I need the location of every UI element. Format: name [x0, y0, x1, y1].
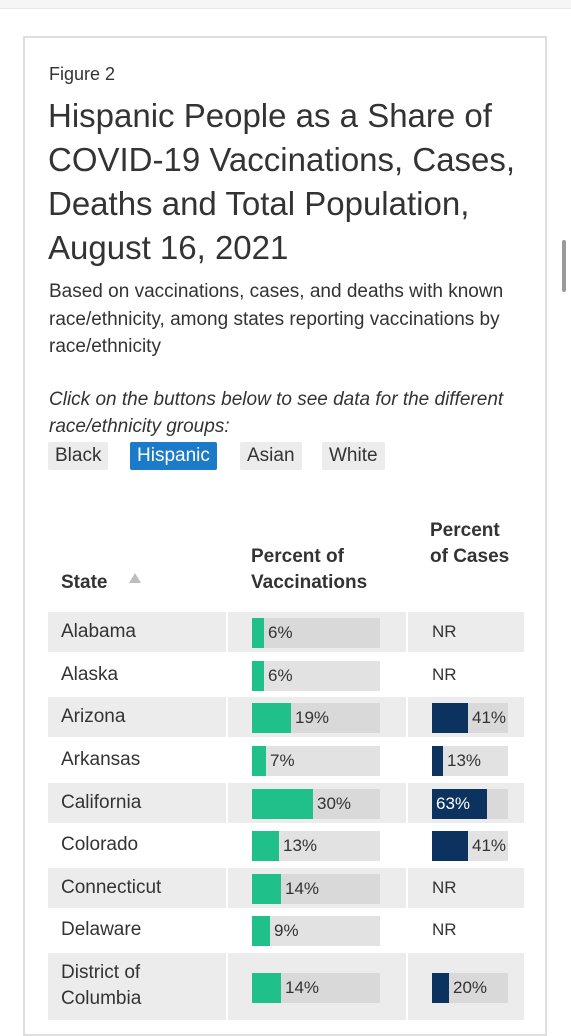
hispanic-button[interactable]: Hispanic: [130, 442, 217, 470]
cases-cell: NR: [408, 868, 524, 908]
not-reported-label: NR: [432, 878, 457, 897]
vaccination-label: 9%: [274, 921, 299, 940]
asian-button[interactable]: Asian: [240, 442, 302, 470]
state-name: Alaska: [61, 664, 119, 685]
vaccination-bar: [252, 661, 264, 691]
vaccination-bar-track: 13%: [252, 831, 380, 861]
vaccination-cell: 30%: [228, 783, 406, 823]
vaccination-label: 19%: [295, 708, 330, 727]
cases-bar-track: 20%: [432, 972, 508, 1003]
state-name: Delaware: [61, 919, 142, 940]
cases-cell: 41%: [408, 697, 524, 737]
cases-bar: [432, 789, 487, 819]
vaccination-cell: 7%: [228, 740, 406, 780]
instructions-text: Click on the buttons below to see data f…: [49, 389, 504, 437]
figure-title: Hispanic People as a Share of COVID-19 V…: [48, 97, 516, 266]
cases-bar: [432, 703, 468, 733]
scroll-indicator[interactable]: [562, 240, 566, 292]
cases-cell: NR: [408, 612, 524, 652]
vaccination-bar: [252, 874, 281, 904]
vaccination-bar: [252, 916, 270, 946]
vaccination-bar: [252, 746, 266, 776]
vaccination-cell: 19%: [228, 697, 406, 737]
cases-bar-track: 63%: [432, 789, 508, 819]
state-name: Alabama: [61, 621, 136, 642]
vaccination-bar-track: 9%: [252, 916, 380, 946]
cases-bar: [432, 972, 449, 1003]
vaccination-bar-track: 19%: [252, 703, 380, 733]
cases-label: 13%: [447, 751, 482, 770]
vaccination-cell: 9%: [228, 910, 406, 950]
cases-bar: [432, 746, 443, 776]
figure-subtitle: Based on vaccinations, cases, and deaths…: [49, 281, 504, 357]
state-cell: Alaska: [48, 655, 226, 695]
vaccination-cell: 6%: [228, 655, 406, 695]
cases-cell: 13%: [408, 740, 524, 780]
cases-bar-track: 41%: [432, 831, 508, 861]
browser-top-bar: [0, 0, 571, 9]
vaccination-label: 13%: [283, 836, 318, 855]
column-header-vaccinations[interactable]: Percent of Vaccinations: [251, 546, 368, 593]
state-name: District of Columbia: [61, 962, 142, 1009]
state-cell: Arizona: [48, 697, 226, 737]
cases-label: 41%: [472, 836, 507, 855]
cases-bar-track: 13%: [432, 746, 508, 776]
state-name: Colorado: [61, 834, 139, 855]
vaccination-bar: [252, 789, 313, 819]
cases-cell: 20%: [408, 953, 524, 1020]
state-cell: Connecticut: [48, 868, 226, 908]
vaccination-bar-track: 6%: [252, 618, 380, 648]
column-header-state[interactable]: State: [61, 572, 108, 593]
vaccination-label: 14%: [285, 977, 320, 997]
not-reported-label: NR: [432, 920, 457, 939]
vaccination-bar-track: 30%: [252, 789, 380, 819]
vaccination-label: 6%: [268, 623, 293, 642]
vaccination-bar-track: 14%: [252, 874, 380, 904]
state-cell: Alabama: [48, 612, 226, 652]
vaccination-cell: 6%: [228, 612, 406, 652]
vaccination-bar: [252, 703, 291, 733]
cases-cell: 41%: [408, 825, 524, 865]
vaccination-bar-track: 14%: [252, 972, 380, 1003]
vaccination-label: 14%: [285, 879, 320, 898]
cases-cell: NR: [408, 655, 524, 695]
state-name: Arkansas: [61, 749, 141, 770]
cases-cell: NR: [408, 910, 524, 950]
sort-ascending-icon[interactable]: [129, 573, 141, 583]
vaccination-label: 30%: [317, 794, 352, 813]
cases-bar-track: 41%: [432, 703, 508, 733]
vaccination-label: 7%: [270, 751, 295, 770]
vaccination-cell: 14%: [228, 868, 406, 908]
cases-cell: 63%: [408, 783, 524, 823]
vaccination-label: 6%: [268, 666, 293, 685]
cases-label: 41%: [472, 708, 507, 727]
state-cell: Delaware: [48, 910, 226, 950]
vaccination-bar-track: 6%: [252, 661, 380, 691]
black-button[interactable]: Black: [48, 442, 109, 470]
state-cell: Colorado: [48, 825, 226, 865]
column-header-cases[interactable]: Percent of Cases: [430, 520, 510, 567]
state-cell: Arkansas: [48, 740, 226, 780]
vaccination-cell: 14%: [228, 953, 406, 1020]
cases-bar: [432, 831, 468, 861]
vaccination-cell: 13%: [228, 825, 406, 865]
not-reported-label: NR: [432, 665, 457, 684]
cases-label: 63%: [436, 794, 471, 813]
state-name: Arizona: [61, 706, 126, 727]
figure-label: Figure 2: [49, 64, 116, 84]
state-cell: California: [48, 783, 226, 823]
not-reported-label: NR: [432, 622, 457, 641]
state-cell: District of Columbia: [48, 953, 226, 1020]
vaccination-bar: [252, 618, 264, 648]
state-name: Connecticut: [61, 877, 162, 898]
vaccination-bar: [252, 831, 279, 861]
white-button[interactable]: White: [322, 442, 385, 470]
figure-card: Figure 2 Hispanic People as a Share of C…: [23, 36, 547, 1036]
state-name: California: [61, 792, 142, 813]
vaccination-bar-track: 7%: [252, 746, 380, 776]
vaccination-bar: [252, 972, 281, 1003]
cases-label: 20%: [453, 977, 488, 997]
